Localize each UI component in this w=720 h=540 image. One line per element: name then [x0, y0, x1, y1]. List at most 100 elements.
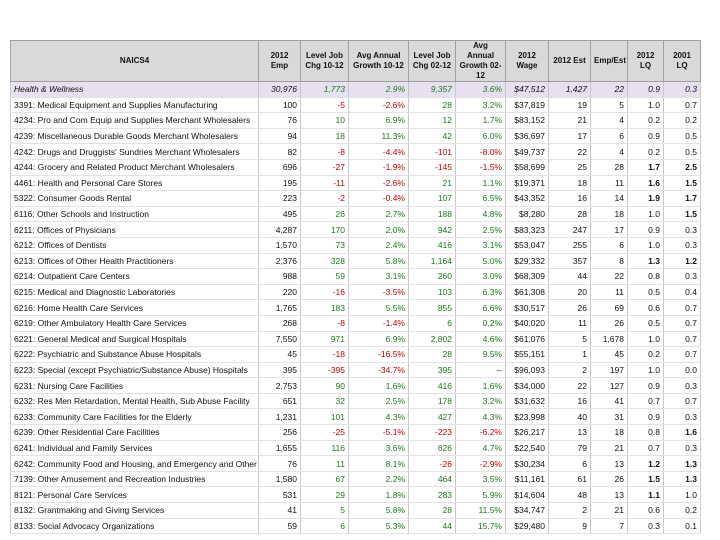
column-header: 2001 LQ	[663, 40, 701, 82]
table-row: 8121: Personal Care Services 531 29 1.8% 283…	[10, 486, 701, 504]
table-row: 6241: Individual and Family Services 1,65…	[10, 440, 701, 457]
table-cell: 6	[590, 128, 628, 145]
table-cell: -16	[300, 284, 349, 301]
table-cell: 0.9	[627, 408, 664, 426]
table-cell: 1,773	[300, 81, 349, 98]
table-cell: $83,323	[505, 221, 549, 238]
table-cell: 1,765	[258, 299, 301, 316]
table-row: 6223: Special (except Psychiatric/Substa…	[10, 362, 701, 379]
table-cell: 59	[300, 268, 349, 285]
column-header: 2012 LQ	[627, 40, 664, 82]
table-cell: 1,580	[258, 471, 301, 488]
table-cell: 5.8%	[348, 502, 409, 519]
table-cell: $14,604	[505, 486, 549, 504]
table-cell: 1.9	[627, 190, 664, 207]
table-cell: 26	[590, 471, 628, 488]
spreadsheet: NAICS4 2012 Emp Level Job Chg 10-12 Avg Ann…	[10, 40, 701, 535]
table-row: 6231: Nursing Care Facilities 2,753 90 1.6%…	[10, 377, 701, 394]
table-cell: $29,480	[505, 518, 549, 535]
table-cell: 67	[300, 471, 349, 488]
table-cell: $43,352	[505, 190, 549, 207]
table-cell: -34.7%	[348, 362, 409, 379]
table-cell: 4.3%	[455, 408, 506, 426]
industry-name: 8132: Grantmaking and Giving Services	[10, 502, 259, 519]
table-cell: 82	[258, 143, 301, 160]
table-cell: $47,512	[505, 81, 549, 98]
industry-name: 5322: Consumer Goods Rental	[10, 190, 259, 207]
total-row: Health & Wellness 30,976 1,773 2.9% 9,357 3.6…	[10, 81, 701, 98]
table-cell: 73	[300, 237, 349, 254]
table-cell: 1,231	[258, 408, 301, 426]
table-cell: 5.0%	[455, 253, 506, 270]
table-cell: 28	[408, 346, 456, 363]
table-cell: 2,753	[258, 377, 301, 394]
table-cell: 6.3%	[455, 284, 506, 301]
table-cell: 103	[408, 284, 456, 301]
table-cell: 2.5%	[455, 221, 506, 238]
table-row: 6233: Community Care Facilities for the …	[10, 408, 701, 426]
table-cell: 6.5%	[455, 190, 506, 207]
table-cell: 0.7	[627, 440, 664, 457]
table-row: 4244: Grocery and Related Product Mercha…	[10, 159, 701, 176]
industry-name: 6222: Psychiatric and Substance Abuse Ho…	[10, 346, 259, 363]
table-cell: 32	[300, 393, 349, 410]
table-cell: 9	[548, 518, 591, 535]
industry-name: Health & Wellness	[10, 81, 259, 98]
table-cell: -223	[408, 424, 456, 441]
table-cell: 90	[300, 377, 349, 394]
table-cell: 0.7	[663, 97, 701, 114]
table-cell: 1.2	[663, 253, 701, 270]
table-cell: 2,802	[408, 331, 456, 348]
table-cell: 416	[408, 377, 456, 394]
table-cell: 22	[548, 143, 591, 160]
table-cell: 1.6%	[455, 377, 506, 394]
table-cell: 11.3%	[348, 128, 409, 145]
table-cell: 0.0	[663, 362, 701, 379]
table-cell: 971	[300, 331, 349, 348]
table-cell: 0.3	[663, 377, 701, 394]
table-row: 6215: Medical and Diagnostic Laboratorie…	[10, 284, 701, 301]
table-cell: 6.9%	[348, 331, 409, 348]
table-cell: 14	[590, 190, 628, 207]
table-cell: 260	[408, 268, 456, 285]
table-cell: 4.6%	[455, 331, 506, 348]
industry-name: 6239: Other Residential Care Facilities	[10, 424, 259, 441]
industry-name: 8121: Personal Care Services	[10, 486, 259, 504]
table-cell: 1.8%	[348, 486, 409, 504]
table-cell: $61,076	[505, 331, 549, 348]
table-cell: 0.3	[663, 81, 701, 98]
table-cell: 2.7%	[348, 206, 409, 223]
table-cell: 7,550	[258, 331, 301, 348]
table-cell: 2.5	[663, 159, 701, 176]
table-cell: 220	[258, 284, 301, 301]
table-cell: 0.5	[663, 143, 701, 160]
table-cell: 651	[258, 393, 301, 410]
industry-name: 6232: Res Men Retardation, Mental Health…	[10, 393, 259, 410]
table-cell: 69	[590, 299, 628, 316]
industry-name: 6214: Outpatient Care Centers	[10, 268, 259, 285]
table-cell: 1	[548, 346, 591, 363]
table-cell: 2.5%	[348, 393, 409, 410]
table-cell: 6.6%	[455, 299, 506, 316]
table-cell: 6	[548, 455, 591, 472]
table-cell: 2.4%	[348, 237, 409, 254]
table-cell: 18	[548, 175, 591, 192]
table-cell: 19	[548, 97, 591, 114]
table-cell: 26	[300, 206, 349, 223]
table-cell: 17	[548, 128, 591, 145]
industry-name: 6213: Offices of Other Health Practition…	[10, 253, 259, 270]
table-cell: 18	[590, 424, 628, 441]
industry-name: 6223: Special (except Psychiatric/Substa…	[10, 362, 259, 379]
table-cell: 28	[408, 97, 456, 114]
table-cell: 0.7	[663, 299, 701, 316]
table-cell: 3.5%	[455, 471, 506, 488]
table-cell: 4.8%	[455, 206, 506, 223]
table-cell: 395	[258, 362, 301, 379]
table-cell: 40	[548, 408, 591, 426]
table-cell: 21	[408, 175, 456, 192]
table-cell: 3.1%	[348, 268, 409, 285]
table-cell: $11,161	[505, 471, 549, 488]
table-cell: $34,000	[505, 377, 549, 394]
table-cell: 1.5	[627, 471, 664, 488]
table-cell: 1.0	[627, 331, 664, 348]
